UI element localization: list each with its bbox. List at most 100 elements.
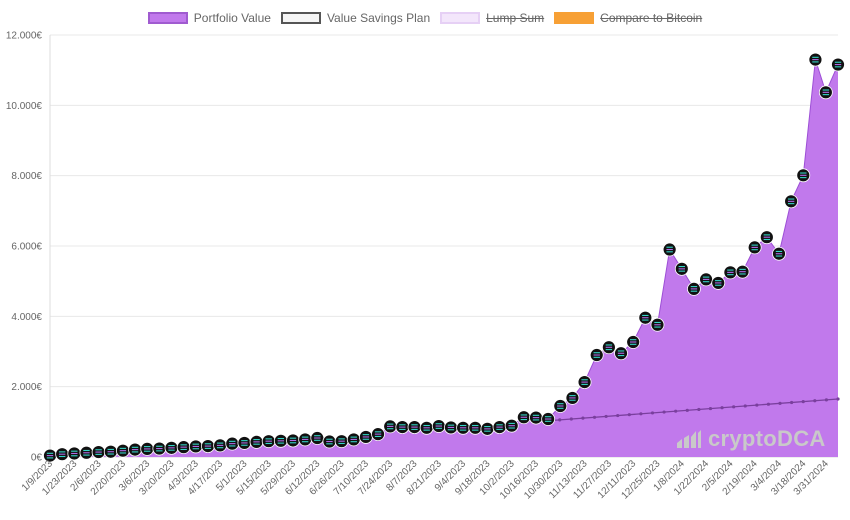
portfolio-point[interactable] [128,442,142,457]
portfolio-point[interactable] [273,433,288,448]
portfolio-point[interactable] [638,310,653,325]
portfolio-markers [43,52,845,463]
portfolio-point[interactable] [140,442,155,456]
legend-item-portfolio-value[interactable]: Portfolio Value [147,11,271,25]
portfolio-point[interactable] [358,430,373,444]
portfolio-point[interactable] [103,444,118,459]
savings-plan-point [627,413,631,417]
portfolio-point[interactable] [249,434,264,449]
portfolio-point[interactable] [699,272,713,287]
portfolio-point[interactable] [492,420,507,435]
savings-plan-point [639,412,643,416]
portfolio-point[interactable] [444,420,458,435]
legend-label-value-savings-plan: Value Savings Plan [326,11,431,25]
portfolio-point[interactable] [407,420,422,435]
portfolio-point[interactable] [395,420,410,435]
y-tick-label: 8.000€ [11,171,42,182]
portfolio-point[interactable] [541,412,556,426]
portfolio-point[interactable] [237,436,252,450]
portfolio-point[interactable] [456,420,470,435]
savings-plan-point [616,413,620,418]
y-tick-label: 2.000€ [11,382,42,393]
portfolio-point[interactable] [371,427,385,442]
savings-plan-point [790,400,794,405]
portfolio-point[interactable] [614,346,628,361]
portfolio-point[interactable] [79,445,94,460]
y-tick-label: 10.000€ [6,101,43,112]
portfolio-point[interactable] [577,375,592,389]
portfolio-point[interactable] [796,168,811,183]
portfolio-point[interactable] [55,447,70,462]
portfolio-point[interactable] [115,443,130,458]
portfolio-point[interactable] [723,265,738,280]
portfolio-point[interactable] [759,230,774,245]
portfolio-point[interactable] [213,438,227,453]
savings-plan-point [674,409,678,413]
portfolio-point[interactable] [601,340,616,355]
portfolio-point[interactable] [784,194,799,209]
portfolio-point[interactable] [431,419,446,433]
portfolio-point[interactable] [565,391,580,405]
portfolio-point[interactable] [711,276,726,290]
portfolio-point[interactable] [322,434,337,449]
legend-label-portfolio-value: Portfolio Value [193,11,271,25]
y-tick-label: 0€ [31,453,43,464]
portfolio-point[interactable] [480,421,495,436]
y-tick-label: 4.000€ [11,312,42,323]
portfolio-point[interactable] [298,432,313,447]
savings-plan-point [778,401,782,405]
portfolio-point[interactable] [188,439,203,454]
portfolio-point[interactable] [261,434,276,449]
savings-plan-point [708,406,713,411]
portfolio-point[interactable] [201,439,215,453]
legend-swatch-lump-sum [440,12,481,24]
portfolio-point[interactable] [553,399,568,413]
legend-item-lump-sum[interactable]: Lump Sum [440,11,544,25]
portfolio-point[interactable] [808,52,823,67]
portfolio-point[interactable] [164,440,179,455]
y-tick-label: 6.000€ [11,242,42,253]
legend-label-lump-sum: Lump Sum [486,11,545,25]
savings-plan-point [592,415,597,419]
portfolio-point[interactable] [589,348,604,362]
portfolio-point[interactable] [747,240,762,255]
portfolio-point[interactable] [67,446,82,461]
portfolio-point[interactable] [383,419,398,434]
portfolio-point[interactable] [286,433,300,448]
portfolio-point[interactable] [662,242,677,257]
portfolio-point[interactable] [772,246,786,261]
portfolio-point[interactable] [650,317,665,332]
legend-swatch-value-savings-plan [280,12,321,24]
portfolio-point[interactable] [818,85,833,100]
savings-plan-point [569,417,573,421]
watermark-text: cryptoDCA [708,426,826,451]
portfolio-point[interactable] [687,282,701,296]
portfolio-point[interactable] [468,420,483,435]
portfolio-point[interactable] [735,264,750,279]
watermark: cryptoDCA [676,424,826,454]
portfolio-point[interactable] [152,441,167,456]
portfolio-point[interactable] [310,431,325,445]
portfolio-point[interactable] [516,410,531,425]
savings-plan-point [824,398,829,402]
portfolio-point[interactable] [504,418,519,433]
portfolio-point[interactable] [91,445,106,459]
portfolio-point[interactable] [674,261,689,276]
portfolio-point[interactable] [176,440,191,455]
savings-plan-point [650,411,655,415]
gridlines [50,34,838,458]
portfolio-point[interactable] [225,436,240,451]
portfolio-point[interactable] [831,57,845,72]
portfolio-area [49,59,839,457]
legend-item-compare-to-bitcoin[interactable]: Compare to Bitcoin [554,11,702,25]
portfolio-point[interactable] [43,448,57,463]
portfolio-point[interactable] [346,432,361,447]
portfolio-point[interactable] [334,434,349,449]
portfolio-point[interactable] [626,335,641,349]
legend-item-value-savings-plan[interactable]: Value Savings Plan [280,11,431,25]
savings-plan-point [720,406,724,410]
portfolio-point[interactable] [529,410,543,425]
portfolio-point[interactable] [419,420,434,435]
